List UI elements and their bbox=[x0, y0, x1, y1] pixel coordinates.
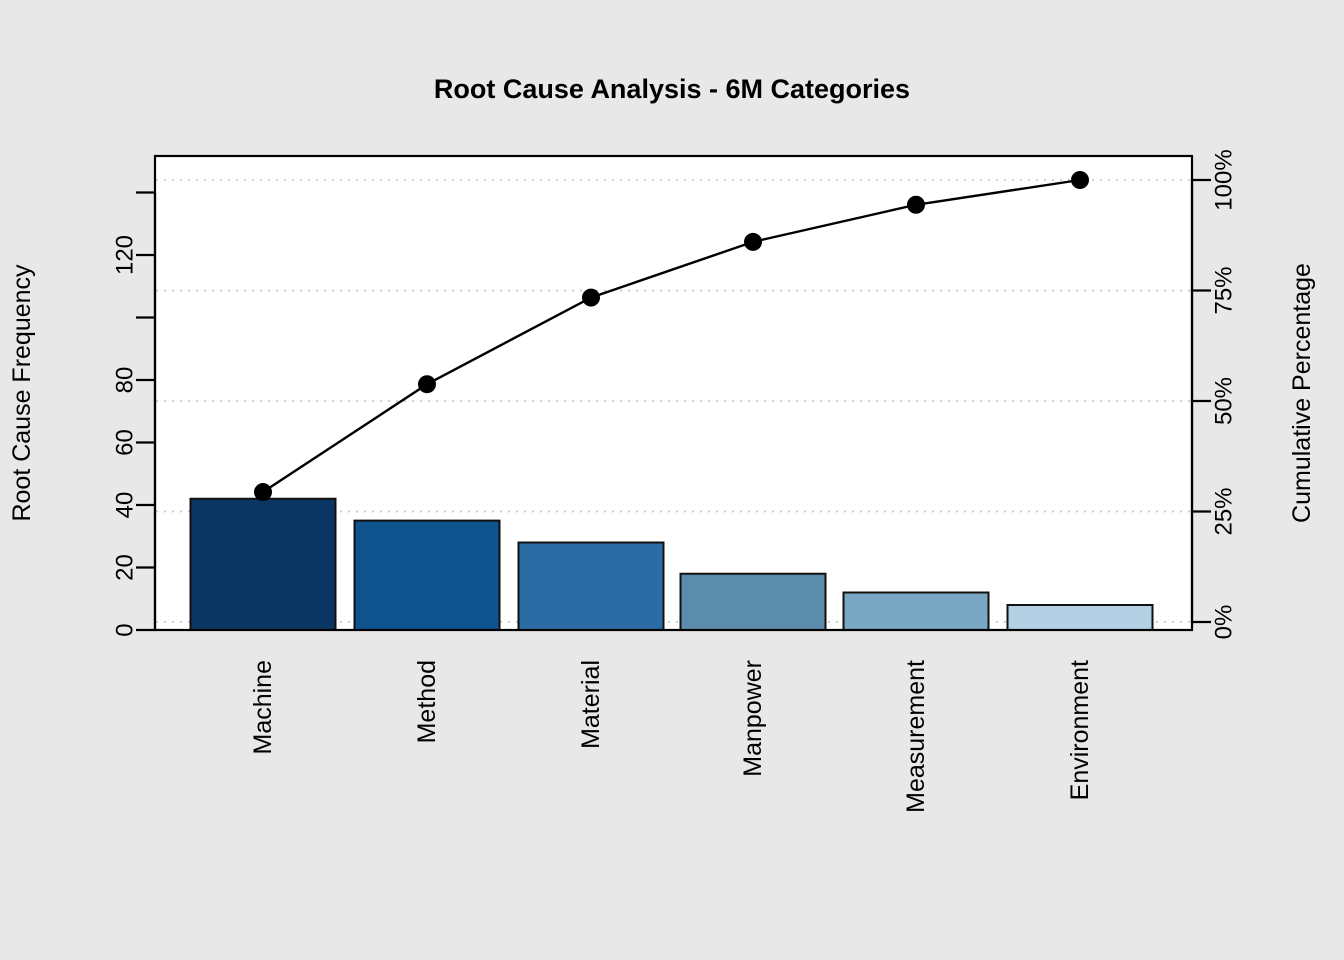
category-label-material: Material bbox=[577, 660, 605, 749]
right-axis: 0% 25% 50% 75% 100% bbox=[1190, 149, 1238, 640]
right-tick-label: 50% bbox=[1211, 377, 1238, 425]
right-axis-title: Cumulative Percentage bbox=[1288, 263, 1316, 523]
left-tick-label: 0 bbox=[112, 623, 139, 636]
cumulative-markers bbox=[254, 171, 1089, 502]
left-tick-label: 80 bbox=[112, 367, 139, 394]
bar-measurement[interactable] bbox=[842, 591, 990, 631]
bar-material[interactable] bbox=[517, 541, 665, 631]
left-tick-label: 60 bbox=[112, 429, 139, 456]
left-axis: 0 20 40 60 80 120 bbox=[112, 191, 157, 637]
marker-machine[interactable] bbox=[254, 483, 272, 502]
marker-manpower[interactable] bbox=[744, 232, 762, 251]
left-tick-label: 120 bbox=[112, 235, 139, 275]
right-tick-label: 75% bbox=[1211, 266, 1238, 314]
category-labels: Machine Method Material Manpower Measurement… bbox=[249, 660, 1094, 813]
marker-method[interactable] bbox=[418, 375, 436, 394]
chart-title: Root Cause Analysis - 6M Categories bbox=[434, 74, 910, 104]
right-tick-label: 100% bbox=[1211, 149, 1238, 210]
category-label-machine: Machine bbox=[249, 660, 277, 755]
left-tick-label: 20 bbox=[112, 554, 139, 581]
left-axis-title: Root Cause Frequency bbox=[8, 264, 36, 522]
bar-series bbox=[189, 497, 1154, 631]
bar-manpower[interactable] bbox=[679, 572, 827, 631]
marker-material[interactable] bbox=[582, 288, 600, 307]
category-label-manpower: Manpower bbox=[739, 660, 767, 777]
cumulative-line bbox=[262, 178, 1081, 494]
category-label-environment: Environment bbox=[1066, 660, 1094, 800]
bar-method[interactable] bbox=[353, 519, 501, 631]
marker-environment[interactable] bbox=[1071, 171, 1089, 189]
right-tick-label: 0% bbox=[1211, 605, 1238, 640]
marker-measurement[interactable] bbox=[907, 195, 925, 214]
bar-machine[interactable] bbox=[189, 497, 337, 631]
cumulative-polyline bbox=[262, 178, 1081, 494]
category-label-measurement: Measurement bbox=[902, 660, 930, 813]
category-label-method: Method bbox=[413, 660, 441, 743]
right-tick-label: 25% bbox=[1211, 487, 1238, 535]
bar-environment[interactable] bbox=[1006, 604, 1154, 631]
left-tick-label: 40 bbox=[112, 492, 139, 519]
